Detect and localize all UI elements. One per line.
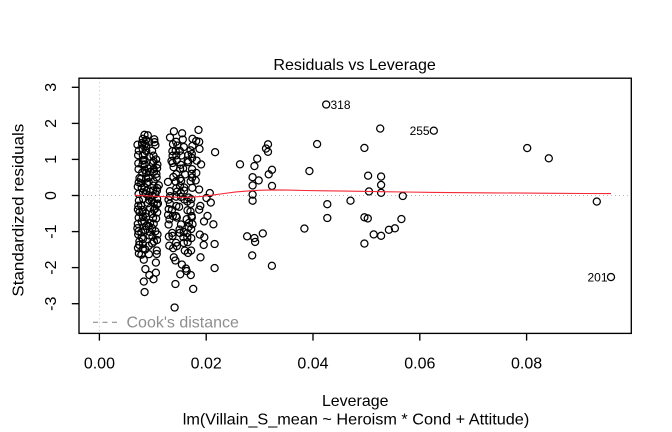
svg-text:2: 2 bbox=[43, 119, 60, 128]
svg-text:318: 318 bbox=[331, 98, 351, 112]
svg-text:Residuals vs Leverage: Residuals vs Leverage bbox=[273, 57, 436, 74]
svg-text:3: 3 bbox=[43, 83, 60, 92]
svg-text:Cook's distance: Cook's distance bbox=[127, 315, 240, 332]
svg-text:0.04: 0.04 bbox=[297, 356, 328, 373]
svg-text:0.02: 0.02 bbox=[191, 356, 222, 373]
svg-text:-2: -2 bbox=[43, 260, 60, 274]
svg-text:Standardized residuals: Standardized residuals bbox=[11, 124, 28, 297]
svg-text:Leverage: Leverage bbox=[322, 393, 389, 410]
svg-text:0.08: 0.08 bbox=[511, 356, 542, 373]
svg-text:255: 255 bbox=[410, 124, 430, 138]
svg-text:201: 201 bbox=[587, 270, 607, 284]
svg-text:-1: -1 bbox=[43, 224, 60, 238]
svg-text:0.00: 0.00 bbox=[84, 356, 115, 373]
svg-text:-3: -3 bbox=[43, 296, 60, 310]
svg-text:0.06: 0.06 bbox=[404, 356, 435, 373]
svg-text:1: 1 bbox=[43, 155, 60, 164]
svg-text:lm(Villain_S_mean ~ Heroism *: lm(Villain_S_mean ~ Heroism * Cond + Att… bbox=[183, 412, 530, 429]
svg-text:0: 0 bbox=[43, 191, 60, 200]
